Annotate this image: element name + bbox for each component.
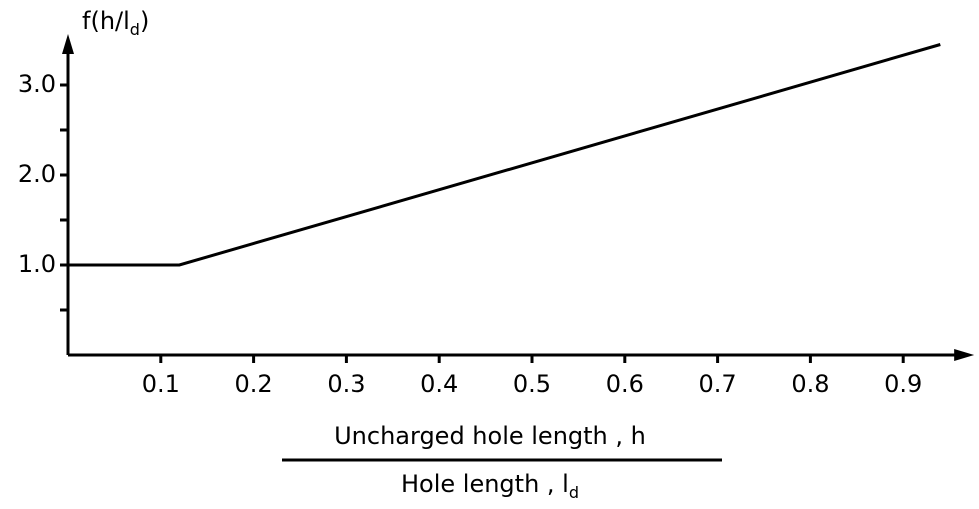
x-tick-label: 0.8 xyxy=(791,370,829,398)
data-line xyxy=(68,43,941,267)
y-axis-label: f(h/ld) xyxy=(82,7,149,39)
x-tick-label: 0.2 xyxy=(235,370,273,398)
x-tick-label: 0.4 xyxy=(420,370,458,398)
x-tick-label: 0.7 xyxy=(699,370,737,398)
x-tick-label: 0.1 xyxy=(142,370,180,398)
y-axis-arrow xyxy=(62,34,74,54)
x-tick-label: 0.3 xyxy=(327,370,365,398)
x-tick-label: 0.9 xyxy=(884,370,922,398)
y-tick-label: 3.0 xyxy=(18,70,56,98)
x-tick-label: 0.5 xyxy=(513,370,551,398)
y-tick-label: 1.0 xyxy=(18,250,56,278)
x-axis-label-numerator: Uncharged hole length , h xyxy=(334,422,646,450)
x-axis-arrow xyxy=(954,349,975,361)
x-axis-label-denominator: Hole length , ld xyxy=(401,470,579,502)
y-tick-label: 2.0 xyxy=(18,160,56,188)
x-tick-label: 0.6 xyxy=(606,370,644,398)
